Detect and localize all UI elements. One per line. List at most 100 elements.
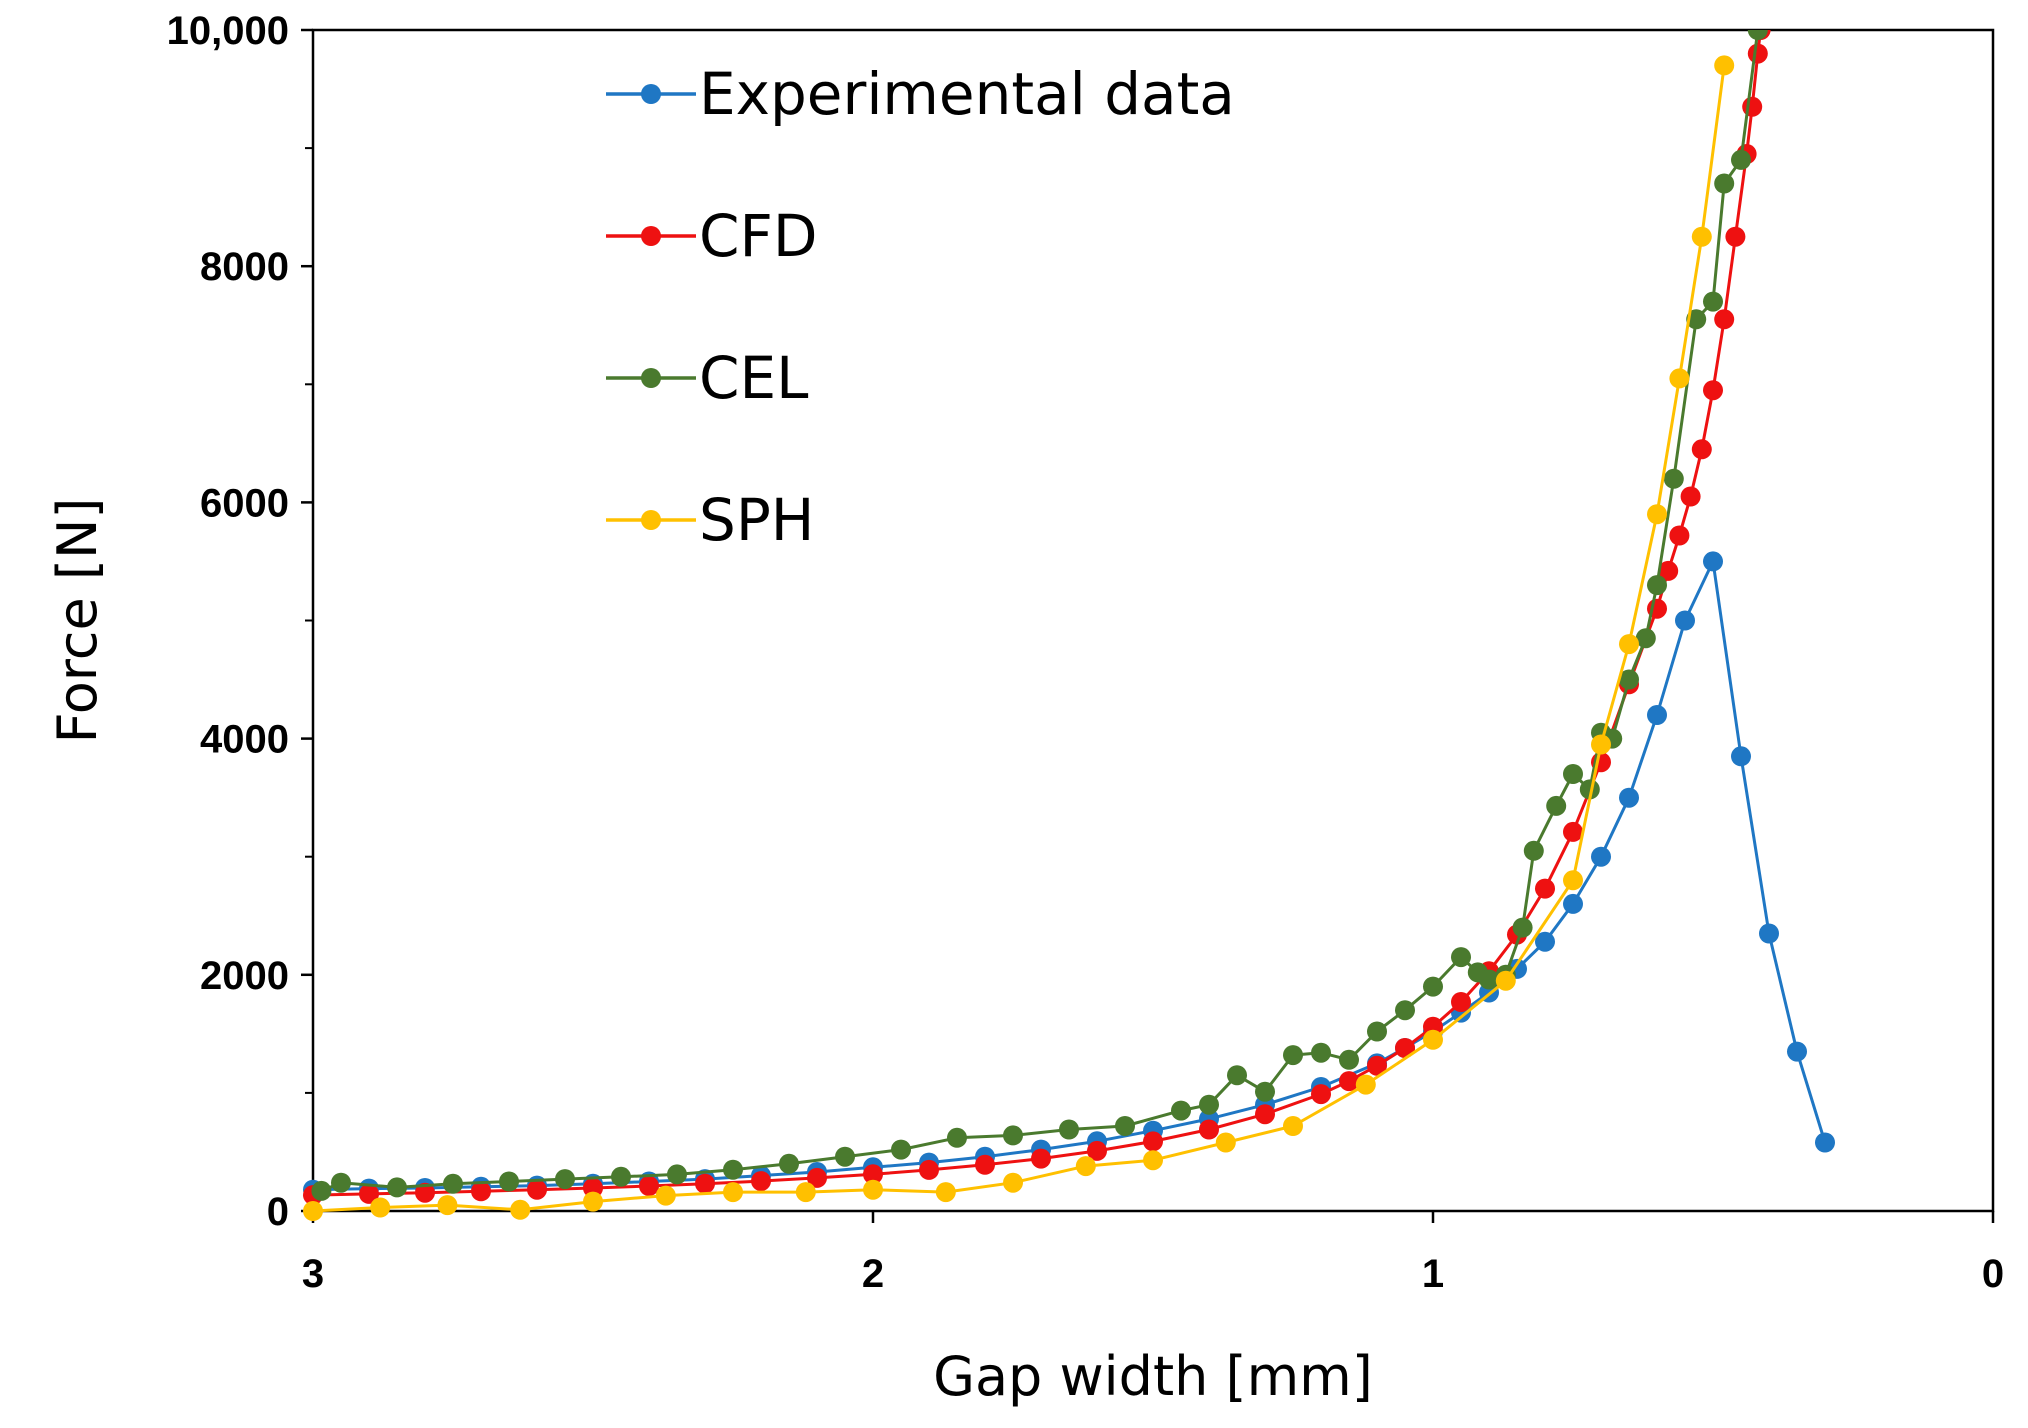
data-point	[891, 1139, 911, 1160]
data-point	[1339, 1049, 1359, 1070]
data-point	[1255, 1104, 1275, 1125]
series-line	[312, 65, 1726, 1213]
data-point	[1669, 525, 1690, 546]
data-point	[443, 1173, 463, 1194]
data-point	[1283, 1116, 1303, 1136]
data-point	[947, 1127, 967, 1148]
data-point	[1495, 970, 1516, 991]
data-point	[655, 1185, 676, 1206]
data-point	[863, 1164, 883, 1185]
data-point	[1619, 787, 1639, 808]
data-point	[1546, 795, 1567, 816]
data-point	[919, 1159, 939, 1180]
data-point	[1815, 1132, 1835, 1153]
data-point	[1535, 931, 1555, 952]
data-point	[1619, 669, 1639, 690]
data-point	[807, 1167, 827, 1188]
y-tick-label: 4000	[200, 718, 289, 762]
data-point	[1731, 746, 1751, 767]
data-point	[359, 1183, 379, 1204]
data-point	[1355, 1074, 1376, 1095]
series-line	[320, 30, 1760, 1193]
series-line	[312, 559, 1827, 1192]
data-point	[1451, 947, 1471, 968]
data-point	[1714, 55, 1735, 76]
data-point	[1512, 917, 1533, 938]
data-point	[1647, 504, 1667, 525]
data-point	[1143, 1150, 1163, 1171]
data-point	[1675, 610, 1695, 631]
legend-item: CFD	[606, 202, 818, 270]
legend-label: SPH	[699, 486, 814, 554]
data-point	[723, 1182, 743, 1203]
data-point	[437, 1195, 458, 1216]
x-tick-label: 2	[862, 1252, 884, 1296]
legend-item: SPH	[606, 486, 814, 554]
data-point	[667, 1164, 687, 1185]
data-point	[779, 1153, 799, 1174]
data-point	[527, 1179, 547, 1200]
legend-label: CFD	[699, 202, 818, 270]
data-point	[639, 1176, 659, 1196]
data-point	[1714, 173, 1735, 194]
legend-swatch-marker	[641, 226, 661, 246]
x-axis-title: Gap width [mm]	[933, 1345, 1373, 1408]
legend-swatch-marker	[641, 84, 661, 104]
data-point	[1215, 1132, 1236, 1153]
data-point	[499, 1171, 519, 1192]
data-point	[1759, 923, 1779, 944]
data-point	[555, 1169, 575, 1190]
legend-swatch-marker	[641, 368, 661, 388]
data-point	[1395, 1000, 1415, 1021]
data-point	[1423, 1029, 1443, 1050]
legend-swatch-marker	[641, 510, 661, 530]
data-point	[1691, 439, 1712, 460]
data-point	[1535, 878, 1555, 899]
data-point	[1747, 43, 1768, 64]
series-experimental-data	[303, 551, 1835, 1200]
data-point	[1787, 1041, 1807, 1062]
data-point	[935, 1182, 956, 1203]
data-point	[1003, 1172, 1023, 1193]
legend-label: Experimental data	[699, 60, 1235, 128]
data-point	[751, 1171, 771, 1192]
data-point	[1647, 705, 1667, 725]
data-point	[1563, 821, 1583, 842]
data-point	[303, 1201, 323, 1221]
data-point	[1523, 840, 1544, 861]
data-point	[1003, 1125, 1023, 1146]
data-point	[1742, 96, 1763, 117]
y-axis-title: Force [N]	[46, 498, 109, 744]
plot-area	[303, 30, 1835, 1221]
series-cfd	[303, 30, 1771, 1206]
data-point	[1395, 1038, 1415, 1058]
data-point	[1115, 1116, 1135, 1136]
data-point	[1703, 291, 1723, 312]
data-point	[1563, 764, 1583, 784]
data-point	[795, 1182, 816, 1203]
data-point	[1703, 551, 1723, 572]
data-point	[1367, 1021, 1387, 1042]
data-point	[370, 1197, 391, 1218]
data-point	[1658, 560, 1679, 581]
data-point	[1663, 468, 1684, 489]
data-point	[1059, 1119, 1079, 1140]
y-tick-label: 8000	[200, 245, 289, 289]
data-point	[1591, 734, 1611, 755]
data-point	[1479, 969, 1499, 990]
data-point	[1311, 1084, 1331, 1105]
data-point	[1747, 30, 1768, 40]
data-point	[1731, 149, 1751, 170]
data-point	[611, 1166, 631, 1187]
series-sph	[303, 55, 1735, 1221]
data-point	[695, 1173, 715, 1194]
data-point	[1691, 226, 1712, 247]
data-point	[1339, 1071, 1359, 1092]
data-point	[415, 1182, 435, 1203]
y-tick-label: 0	[267, 1190, 289, 1234]
data-point	[1311, 1042, 1331, 1063]
legend-item: Experimental data	[606, 60, 1235, 128]
data-point	[1635, 628, 1656, 649]
data-point	[1703, 380, 1723, 401]
